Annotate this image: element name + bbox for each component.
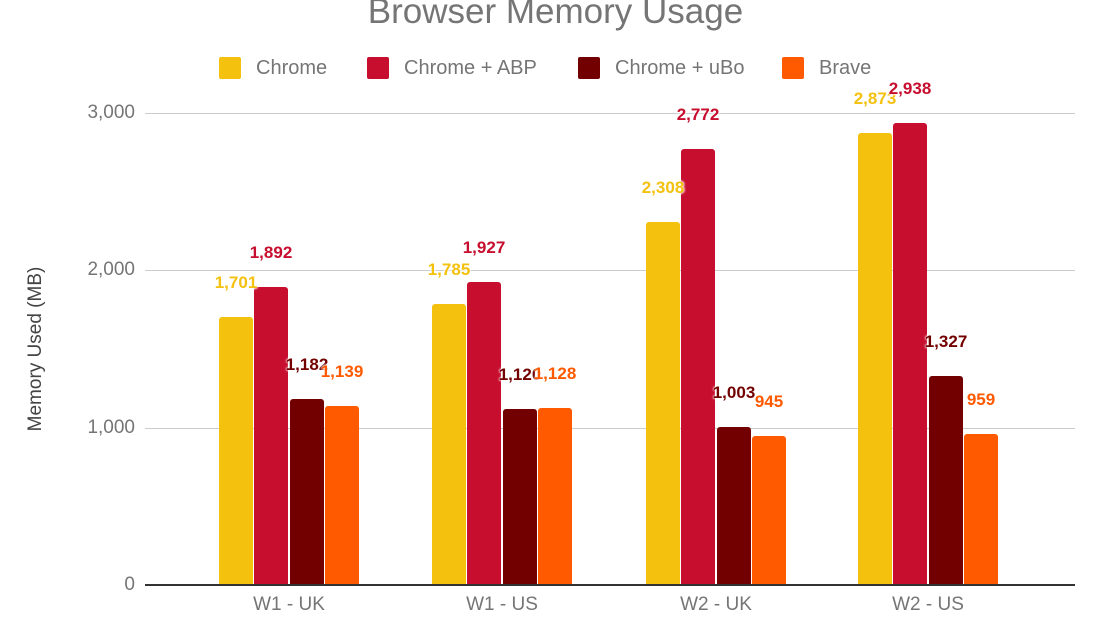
y-tick-label: 0 [124, 574, 135, 595]
legend-swatch-chrome [219, 57, 241, 79]
bar-brave[interactable] [752, 436, 786, 585]
bar-chrome[interactable] [219, 317, 253, 585]
y-axis-title: Memory Used (MB) [25, 266, 46, 432]
data-label-chrome: 2,873 [853, 88, 897, 108]
bar-brave[interactable] [325, 405, 359, 585]
bar-chrome-ubo[interactable] [503, 408, 537, 585]
gridline [145, 428, 1075, 429]
legend-swatch-chrome-abp [367, 57, 389, 79]
data-label-brave: 1,128 [533, 363, 577, 383]
data-label-chrome-ubo: 1,182 [285, 355, 329, 375]
data-label-brave: 945 [754, 392, 784, 412]
bar-chrome[interactable] [432, 304, 466, 585]
legend-swatch-brave [782, 57, 804, 79]
legend-label-chrome-abp: Chrome + ABP [404, 56, 537, 79]
legend-item-brave[interactable]: Brave [782, 55, 871, 81]
bar-chrome[interactable] [858, 132, 892, 585]
x-axis-label: W2 - UK [680, 594, 752, 615]
legend-item-chrome[interactable]: Chrome [219, 55, 327, 81]
data-label-chrome-ubo: 1,120 [498, 364, 542, 384]
x-axis-label: W2 - US [892, 594, 964, 615]
y-tick-label: 1,000 [87, 416, 135, 438]
bar-brave[interactable] [538, 407, 572, 585]
y-tick-label: 2,000 [87, 259, 135, 281]
bar-chrome-ubo[interactable] [929, 376, 963, 585]
legend-item-chrome-abp[interactable]: Chrome + ABP [367, 55, 537, 81]
data-label-brave: 959 [966, 390, 996, 410]
legend-label-chrome-ubo: Chrome + uBo [615, 56, 745, 79]
data-label-chrome: 1,701 [214, 273, 258, 293]
data-label-chrome-abp: 2,938 [888, 78, 932, 98]
bar-chrome-ubo[interactable] [290, 399, 324, 585]
data-label-chrome-ubo: 1,003 [712, 383, 756, 403]
x-axis-label: W1 - US [466, 594, 538, 615]
bar-chrome-abp[interactable] [681, 148, 715, 585]
x-axis-baseline [145, 584, 1075, 586]
gridline [145, 113, 1075, 114]
legend-swatch-chrome-ubo [578, 57, 600, 79]
data-label-chrome: 1,785 [427, 260, 471, 280]
data-label-chrome-abp: 2,772 [676, 104, 720, 124]
data-label-chrome-abp: 1,892 [249, 243, 293, 263]
bar-chrome-abp[interactable] [893, 122, 927, 585]
data-label-brave: 1,139 [320, 361, 364, 381]
legend-label-brave: Brave [819, 56, 872, 79]
bar-chrome-ubo[interactable] [717, 427, 751, 585]
y-tick-label: 3,000 [87, 102, 135, 123]
legend: Chrome Chrome + ABP Chrome + uBo Brave [0, 55, 1111, 81]
gridline [145, 270, 1075, 271]
data-label-chrome-ubo: 1,327 [924, 332, 968, 352]
bar-brave[interactable] [964, 434, 998, 585]
chart-title: Browser Memory Usage [367, 0, 744, 31]
bar-chrome[interactable] [646, 221, 680, 585]
bar-chrome-abp[interactable] [254, 287, 288, 585]
legend-label-chrome: Chrome [256, 56, 328, 79]
bar-chrome-abp[interactable] [467, 281, 501, 585]
data-label-chrome: 2,308 [641, 177, 685, 197]
x-axis-label: W1 - UK [253, 594, 325, 615]
data-label-chrome-abp: 1,927 [462, 237, 506, 257]
legend-item-chrome-ubo[interactable]: Chrome + uBo [578, 55, 745, 81]
